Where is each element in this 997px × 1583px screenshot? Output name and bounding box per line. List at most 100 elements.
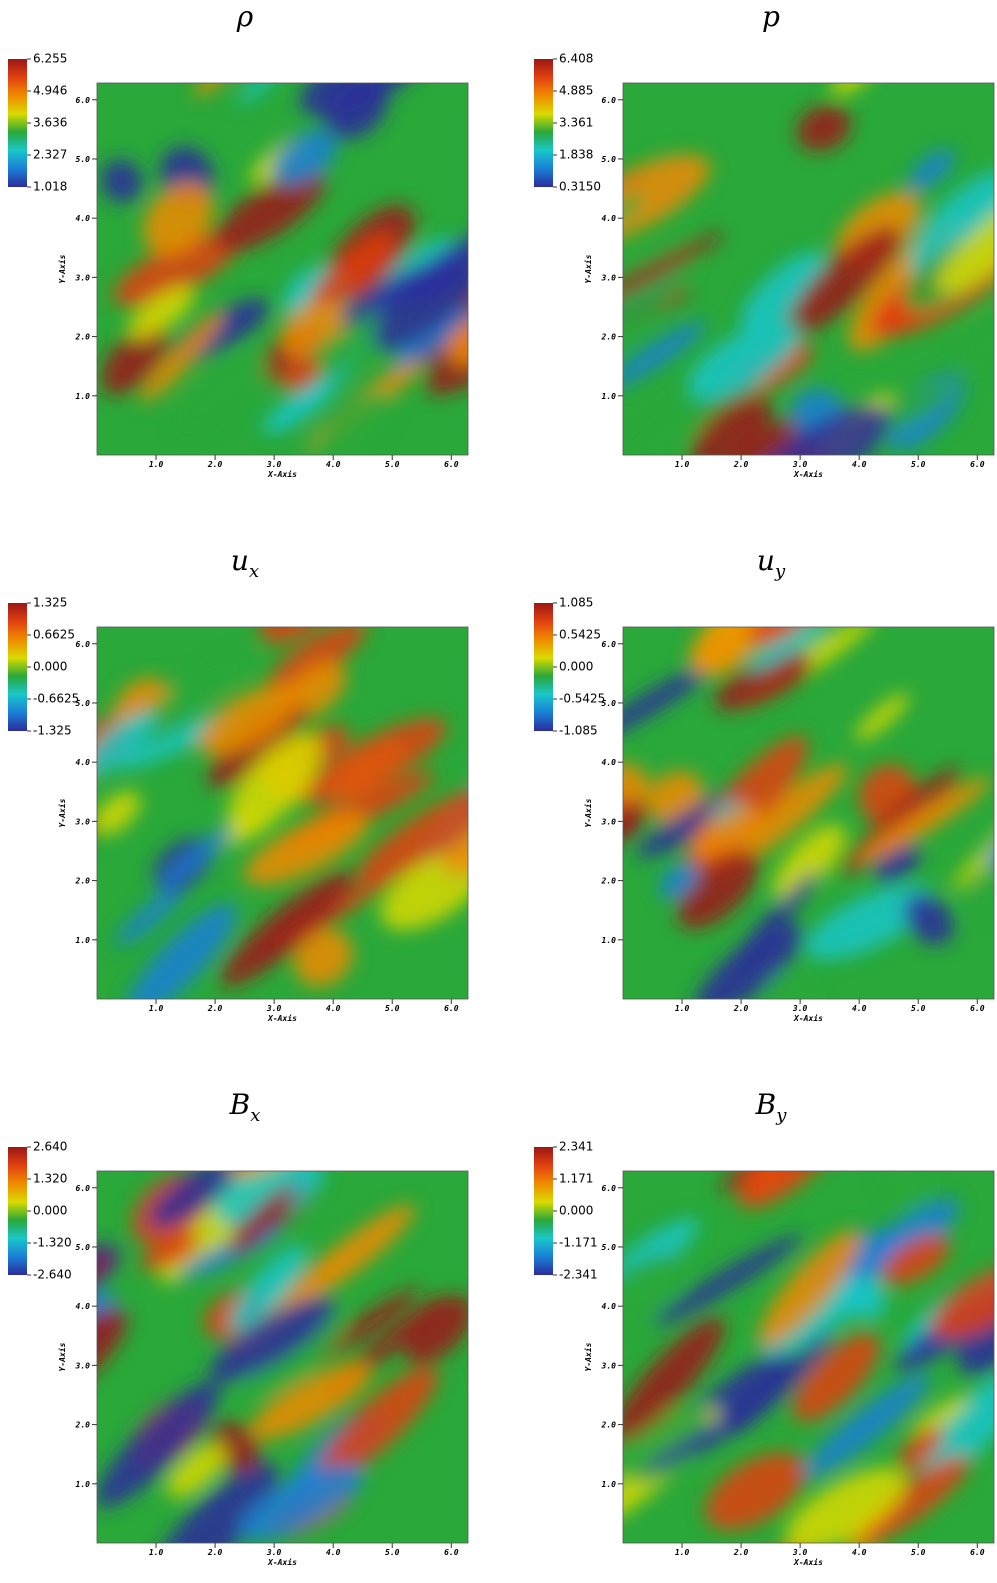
y-tick-label: 6.0 bbox=[602, 96, 617, 105]
field-blob bbox=[854, 777, 992, 865]
field-blob bbox=[166, 1443, 227, 1498]
field-blob bbox=[249, 1362, 373, 1440]
field-blob bbox=[714, 652, 813, 711]
field-blob bbox=[623, 232, 724, 315]
field-blob bbox=[690, 807, 765, 858]
field-blob bbox=[748, 627, 831, 647]
field-blob bbox=[921, 1372, 994, 1477]
field bbox=[97, 627, 468, 999]
y-tick-label: 5.0 bbox=[602, 699, 617, 708]
field-blob bbox=[101, 160, 143, 203]
x-axis-label: X-Axis bbox=[267, 469, 297, 479]
field-blob bbox=[715, 416, 807, 455]
colorbar-label: 6.255 bbox=[33, 52, 67, 66]
colorbar-label: 4.885 bbox=[559, 83, 593, 97]
colorbar bbox=[8, 603, 27, 731]
panel: uy 1.085 0.5425 0.000 -0.5425 -1.085 1.0 2.0 3.0… bbox=[534, 544, 995, 1023]
colorbar-label: 2.640 bbox=[33, 1140, 67, 1154]
field-blob bbox=[854, 693, 910, 742]
x-tick-label: 3.0 bbox=[792, 1548, 808, 1557]
colorbar-label: -1.085 bbox=[559, 724, 598, 738]
plot-frame bbox=[96, 82, 469, 456]
field-blob bbox=[214, 1171, 325, 1227]
x-tick-label: 4.0 bbox=[852, 1004, 867, 1013]
y-tick-label: 1.0 bbox=[76, 392, 91, 401]
field-blob bbox=[97, 1252, 115, 1297]
colorbar bbox=[8, 59, 27, 187]
x-tick-label: 6.0 bbox=[444, 1004, 459, 1013]
y-tick-label: 2.0 bbox=[75, 1421, 91, 1430]
y-tick-label: 3.0 bbox=[75, 1361, 91, 1370]
x-tick-label: 4.0 bbox=[852, 460, 867, 469]
field-blob bbox=[805, 884, 934, 960]
field-blob bbox=[112, 232, 240, 307]
field-blob bbox=[242, 1314, 344, 1397]
y-tick-label: 2.0 bbox=[601, 877, 617, 886]
field-blob bbox=[302, 717, 447, 804]
x-tick-label: 1.0 bbox=[149, 460, 164, 469]
field-blob bbox=[785, 1467, 906, 1543]
y-tick-label: 6.0 bbox=[602, 640, 617, 649]
y-tick-label: 3.0 bbox=[601, 273, 617, 282]
field-blob bbox=[874, 844, 921, 884]
x-axis-label: X-Axis bbox=[793, 469, 823, 479]
field-blob bbox=[758, 1229, 861, 1348]
field bbox=[97, 1171, 529, 1543]
field bbox=[550, 627, 994, 999]
y-axis-label: Y-Axis bbox=[583, 254, 593, 283]
field-blob bbox=[475, 1339, 529, 1390]
colorbar-label: -1.320 bbox=[33, 1236, 72, 1250]
y-axis-label: Y-Axis bbox=[583, 1342, 593, 1371]
x-tick-label: 5.0 bbox=[385, 1004, 400, 1013]
field-blob bbox=[719, 1171, 811, 1192]
y-tick-label: 3.0 bbox=[75, 273, 91, 282]
field-blob bbox=[140, 1233, 200, 1271]
field-blob bbox=[623, 1254, 685, 1323]
panel-title: p bbox=[762, 0, 780, 33]
colorbar-label: 1.018 bbox=[33, 180, 67, 194]
colorbar-label: 1.838 bbox=[559, 148, 593, 162]
colorbar-label: 1.171 bbox=[559, 1171, 593, 1185]
field-blob bbox=[238, 1464, 364, 1542]
colorbar-label: 1.325 bbox=[33, 596, 67, 610]
field-blob bbox=[148, 1171, 243, 1228]
field-blob bbox=[831, 83, 879, 95]
x-tick-label: 5.0 bbox=[911, 460, 926, 469]
x-tick-label: 6.0 bbox=[970, 460, 985, 469]
x-tick-label: 3.0 bbox=[266, 460, 282, 469]
x-tick-label: 4.0 bbox=[326, 1548, 341, 1557]
panel-title: Bx bbox=[229, 1088, 261, 1126]
title-text: u bbox=[231, 544, 249, 577]
y-tick-label: 6.0 bbox=[76, 96, 91, 105]
field-structure bbox=[101, 83, 468, 455]
field-blob bbox=[209, 1297, 335, 1383]
x-tick-label: 5.0 bbox=[385, 460, 400, 469]
title-text: ρ bbox=[236, 0, 254, 33]
field-blob bbox=[293, 928, 353, 987]
x-tick-label: 4.0 bbox=[852, 1548, 867, 1557]
field-blob bbox=[393, 307, 468, 367]
field-blob bbox=[730, 1330, 834, 1436]
field-blob bbox=[356, 782, 468, 885]
field-blob bbox=[550, 792, 603, 839]
field-blob bbox=[642, 1411, 752, 1472]
field-blob bbox=[623, 800, 648, 845]
title-text: B bbox=[755, 1088, 777, 1121]
colorbar-label: 3.636 bbox=[33, 116, 67, 130]
colorbar-label: -2.640 bbox=[33, 1268, 72, 1282]
field-blob bbox=[787, 226, 901, 335]
x-tick-label: 2.0 bbox=[207, 1004, 223, 1013]
x-tick-label: 2.0 bbox=[733, 1004, 749, 1013]
field-blob bbox=[796, 104, 851, 152]
field-blob bbox=[686, 320, 800, 400]
y-tick-label: 3.0 bbox=[601, 817, 617, 826]
colorbar-label: 1.085 bbox=[559, 596, 593, 610]
field-blob bbox=[767, 971, 818, 999]
field-blob bbox=[694, 923, 804, 999]
field-structure bbox=[97, 627, 468, 999]
title-text: B bbox=[229, 1088, 251, 1121]
y-tick-label: 4.0 bbox=[602, 758, 617, 767]
plot-frame bbox=[622, 1170, 995, 1544]
panel-title: By bbox=[755, 1088, 788, 1126]
